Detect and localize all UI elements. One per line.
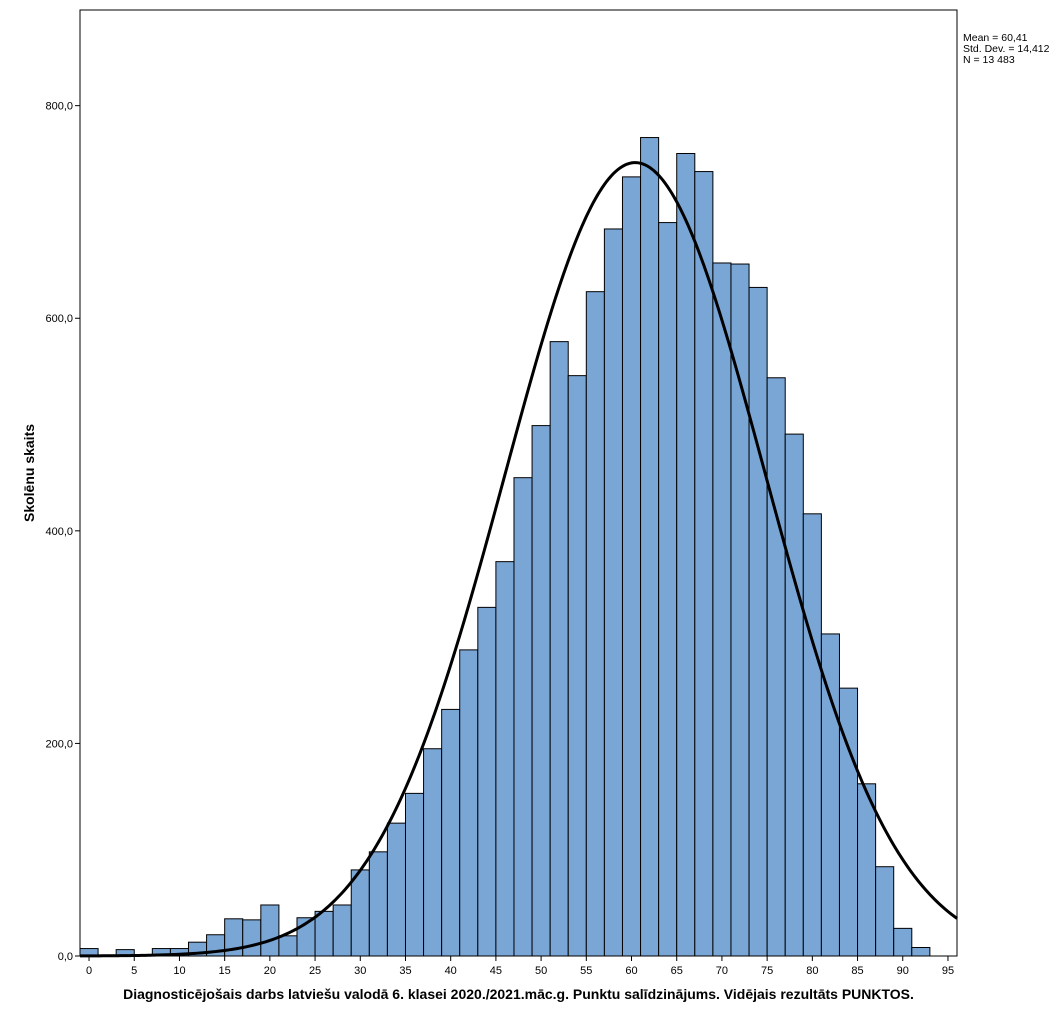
- x-tick-label: 30: [354, 965, 366, 977]
- histogram-bar: [423, 748, 443, 957]
- histogram-bar: [441, 708, 461, 957]
- x-tick-label: 60: [625, 965, 637, 977]
- histogram-bar: [621, 176, 642, 957]
- histogram-bar: [513, 477, 533, 957]
- x-axis-title: Diagnosticējošais darbs latviešu valodā …: [123, 986, 914, 1002]
- x-tick-label: 5: [131, 965, 137, 977]
- histogram-bar: [332, 904, 352, 957]
- histogram-bar: [802, 513, 822, 957]
- x-tick-label: 10: [173, 965, 185, 977]
- x-tick-label: 95: [942, 965, 954, 977]
- histogram-bar: [603, 228, 623, 957]
- histogram-bar: [658, 222, 678, 957]
- x-tick-label: 35: [399, 965, 411, 977]
- x-tick-label: 90: [897, 965, 909, 977]
- x-tick-label: 85: [851, 965, 863, 977]
- x-tick-label: 70: [716, 965, 728, 977]
- x-axis: 0 5 10 15 20 25 30 35 40 45 50 55 60 65 70 75 80 85 90 95: [86, 956, 954, 977]
- histogram-bar: [459, 649, 479, 957]
- x-tick-label: 50: [535, 965, 547, 977]
- histogram-bar: [748, 286, 768, 957]
- histogram-bars: [79, 137, 931, 957]
- normal-curve: [79, 161, 958, 958]
- histogram-bar: [386, 822, 406, 957]
- histogram-bar: [314, 910, 334, 957]
- histogram-bar: [893, 927, 913, 957]
- histogram-bar: [242, 919, 262, 957]
- histogram-bar: [404, 792, 425, 957]
- histogram-bar: [730, 263, 750, 957]
- histogram-bar: [531, 425, 551, 957]
- histogram-bar: [567, 375, 587, 957]
- y-tick-label: 400,0: [45, 526, 73, 538]
- stats-n: N = 13 483: [963, 54, 1015, 66]
- histogram-bar: [875, 866, 895, 957]
- x-tick-label: 80: [806, 965, 818, 977]
- statistics-box: Mean = 60,41 Std. Dev. = 14,412 N = 13 4…: [963, 32, 1050, 66]
- histogram-bar: [640, 137, 660, 957]
- x-tick-label: 25: [309, 965, 321, 977]
- x-tick-label: 45: [490, 965, 502, 977]
- x-tick-label: 40: [445, 965, 457, 977]
- histogram-bar: [784, 433, 804, 957]
- histogram-bar: [766, 377, 786, 957]
- histogram-bar: [350, 869, 370, 957]
- histogram-bar: [694, 171, 714, 957]
- histogram-bar: [278, 935, 298, 957]
- x-tick-label: 0: [86, 965, 92, 977]
- stats-mean: Mean = 60,41: [963, 32, 1028, 44]
- histogram-bar: [676, 152, 696, 957]
- plot-frame: [79, 9, 958, 957]
- x-tick-label: 65: [671, 965, 683, 977]
- y-tick-label: 200,0: [45, 738, 73, 750]
- y-axis: 0,0 200,0 400,0 600,0 800,0: [45, 101, 80, 963]
- y-axis-title: Skolēnu skaits: [21, 424, 37, 522]
- x-tick-label: 20: [264, 965, 276, 977]
- histogram-bar: [549, 341, 569, 957]
- histogram-bar: [585, 291, 605, 957]
- histogram-bar: [911, 946, 931, 957]
- histogram-bar: [495, 561, 515, 957]
- y-tick-label: 600,0: [45, 313, 73, 325]
- stats-std-dev: Std. Dev. = 14,412: [963, 43, 1050, 55]
- histogram-bar: [477, 606, 497, 957]
- histogram-bar: [857, 783, 877, 957]
- histogram-bar: [368, 851, 388, 957]
- x-tick-label: 55: [580, 965, 592, 977]
- x-tick-label: 15: [219, 965, 231, 977]
- y-tick-label: 800,0: [45, 101, 73, 113]
- histogram-bar: [712, 262, 732, 957]
- histogram-bar: [260, 904, 280, 957]
- x-tick-label: 75: [761, 965, 773, 977]
- y-tick-label: 0,0: [58, 951, 73, 963]
